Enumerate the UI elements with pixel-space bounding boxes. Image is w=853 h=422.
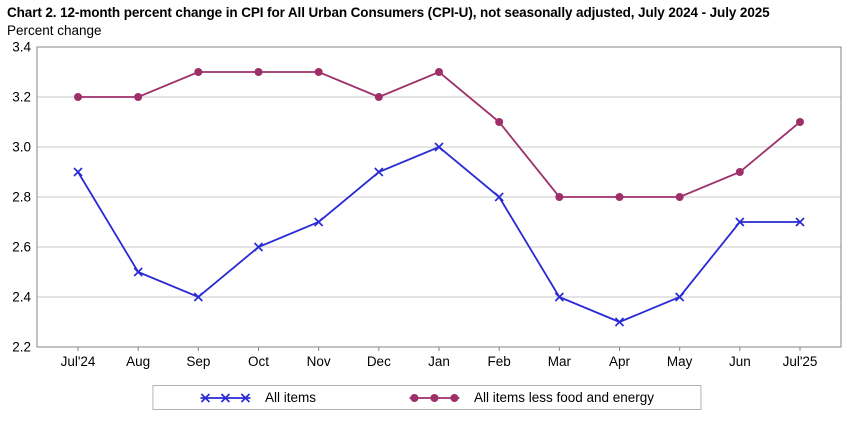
y-axis-tick-label: 2.2 (12, 340, 31, 355)
x-axis-tick-label: Feb (488, 354, 511, 369)
data-point-marker (194, 68, 203, 76)
chart-title: Chart 2. 12-month percent change in CPI … (7, 5, 770, 20)
chart-legend: All items All items less food and energy (151, 385, 702, 410)
y-axis-tick-label: 3.0 (12, 140, 31, 155)
x-axis-tick-label: Jun (729, 354, 751, 369)
legend-swatch-marker (429, 393, 438, 402)
data-point-marker (133, 267, 143, 277)
data-point-marker (735, 217, 745, 227)
x-axis-tick-label: Oct (248, 354, 269, 369)
data-point-marker (675, 292, 685, 302)
x-axis-tick-label: Jan (428, 354, 450, 369)
line-chart-plot-area: 2.2 2.4 2.6 2.8 3.0 3.2 3.4 Jul'24 Aug Sep Oct Nov D… (12, 40, 842, 369)
data-point-marker (675, 193, 684, 201)
x-axis-tick-label: Dec (367, 354, 391, 369)
data-point-marker (314, 68, 323, 76)
y-axis-tick-label: 3.2 (12, 90, 31, 105)
legend-swatch-marker (200, 392, 210, 403)
data-point-marker (374, 167, 384, 177)
data-point-marker (615, 193, 624, 201)
legend-swatch-marker (449, 393, 458, 402)
data-point-marker (374, 93, 383, 101)
data-point-marker (614, 317, 625, 327)
x-axis-tick-label: Nov (307, 354, 331, 369)
data-point-marker (795, 217, 805, 227)
x-axis-tick-label: Jul'24 (61, 354, 96, 369)
legend-item-all-items: All items (199, 390, 316, 405)
y-axis-tick-label: 2.4 (12, 290, 31, 305)
legend-swatch-marker (409, 393, 418, 402)
legend-label: All items (264, 390, 316, 405)
data-point-marker (314, 217, 324, 227)
data-point-marker (74, 93, 82, 101)
data-point-marker (254, 68, 263, 76)
legend-swatch-marker (220, 392, 230, 403)
legend-swatch-marker (240, 392, 250, 403)
all-items-less-food-energy-line-swatch-icon (408, 393, 459, 402)
data-point-marker (735, 168, 744, 176)
legend-label: All items less food and energy (473, 390, 655, 405)
data-point-marker (134, 93, 143, 101)
y-axis-tick-label: 2.8 (12, 190, 31, 205)
data-point-marker (435, 68, 443, 76)
data-point-marker (73, 167, 83, 177)
x-axis-tick-label: May (667, 354, 693, 369)
data-point-marker (554, 292, 564, 302)
data-point-marker (494, 192, 504, 202)
data-point-marker (555, 193, 564, 201)
data-point-marker (796, 118, 804, 126)
data-point-marker (193, 292, 203, 302)
x-axis-tick-label: Aug (126, 354, 150, 369)
data-point-marker (253, 242, 264, 252)
y-axis-tick-label: 2.6 (12, 240, 31, 255)
all-items-line-swatch-icon (199, 392, 250, 403)
legend-item-all-items-less-food-energy: All items less food and energy (408, 390, 654, 405)
x-axis-tick-label: Apr (609, 354, 631, 369)
series-line-all-items-less-food-and-energy (78, 70, 801, 198)
x-axis-tick-label: Mar (548, 354, 572, 369)
data-point-marker (434, 142, 444, 152)
y-axis-unit-label: Percent change (7, 23, 102, 38)
data-point-marker (495, 118, 504, 126)
x-axis-tick-label: Jul'25 (783, 354, 818, 369)
x-axis-tick-label: Sep (186, 354, 210, 369)
series-line-all-items (77, 145, 800, 323)
y-axis-tick-label: 3.4 (12, 40, 31, 55)
